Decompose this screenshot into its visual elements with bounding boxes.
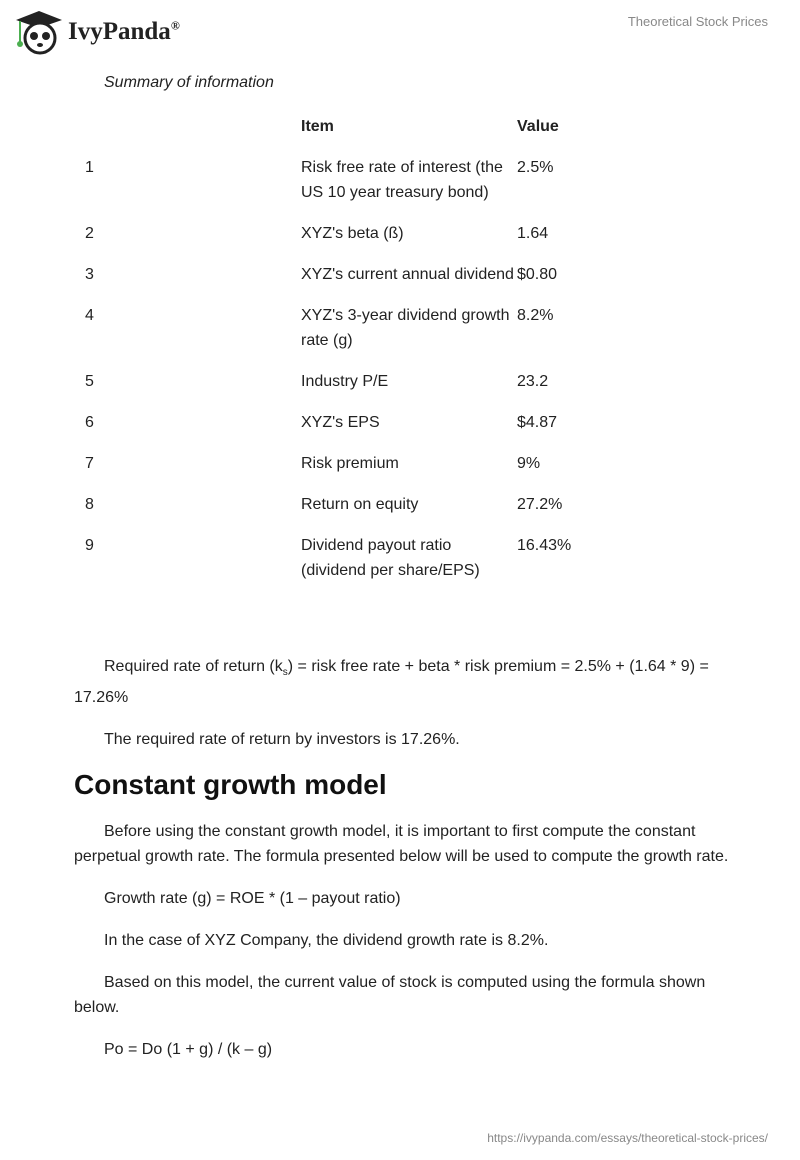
value-cell: $4.87 (517, 414, 558, 431)
table-row: 7 Risk premium 9% (74, 443, 717, 484)
row-number: 6 (85, 414, 94, 431)
table-row: 9 Dividend payout ratio (dividend per sha… (74, 525, 717, 591)
row-number: 5 (85, 373, 94, 390)
value-cell: 2.5% (517, 159, 554, 176)
item-cell: XYZ's 3-year dividend growth rate (g) (301, 307, 510, 349)
table-row: 1 Risk free rate of interest (the US 10 y… (74, 147, 717, 213)
summary-table: Item Value 1 Risk free rate of interest (… (74, 108, 717, 591)
table-header-row: Item Value (74, 108, 717, 147)
panda-logo-icon (16, 11, 62, 55)
article-body: Required rate of return (ks) = risk free… (74, 654, 734, 1079)
table-row: 6 XYZ's EPS $4.87 (74, 402, 717, 443)
table-row: 4 XYZ's 3-year dividend growth rate (g) 8.… (74, 295, 717, 361)
brand-name: IvyPanda (68, 18, 171, 45)
value-cell: 16.43% (517, 537, 572, 554)
section-heading: Constant growth model (74, 769, 387, 801)
header: IvyPanda® Theoretical Stock Prices (0, 0, 800, 60)
row-number: 1 (85, 159, 94, 176)
table-row: 5 Industry P/E 23.2 (74, 361, 717, 402)
value-cell: 1.64 (517, 225, 549, 242)
row-number: 9 (85, 537, 94, 554)
item-cell: XYZ's current annual dividend (301, 266, 514, 283)
value-cell: 27.2% (517, 496, 563, 513)
item-cell: Risk premium (301, 455, 399, 472)
column-header-item: Item (301, 118, 334, 135)
table-row: 8 Return on equity 27.2% (74, 484, 717, 525)
formula-stock-value: Po = Do (1 + g) / (k – g) (104, 1041, 273, 1059)
paragraph-required-rate: Required rate of return (ks) = risk free… (74, 658, 709, 707)
column-header-number (74, 108, 301, 147)
table-row: 3 XYZ's current annual dividend $0.80 (74, 254, 717, 295)
row-number: 8 (85, 496, 94, 513)
value-cell: 8.2% (517, 307, 554, 324)
formula-growth-rate: Growth rate (g) = ROE * (1 – payout rati… (104, 890, 401, 908)
logo[interactable]: IvyPanda® (14, 8, 180, 56)
item-cell: Dividend payout ratio (dividend per shar… (301, 537, 480, 579)
paragraph: In the case of XYZ Company, the dividend… (104, 932, 549, 950)
registered-mark: ® (170, 18, 180, 33)
paragraph: The required rate of return by investors… (104, 731, 460, 749)
row-number: 7 (85, 455, 94, 472)
paragraph: Before using the constant growth model, … (74, 823, 729, 866)
value-cell: 9% (517, 455, 541, 472)
item-cell: Industry P/E (301, 373, 389, 390)
item-cell: XYZ's beta (ß) (301, 225, 404, 242)
item-cell: XYZ's EPS (301, 414, 380, 431)
value-cell: 23.2 (517, 373, 549, 390)
table-row: 2 XYZ's beta (ß) 1.64 (74, 213, 717, 254)
table-caption: Summary of information (104, 74, 274, 91)
row-number: 3 (85, 266, 94, 283)
column-header-value: Value (517, 118, 559, 135)
value-cell: $0.80 (517, 266, 558, 283)
paragraph: Based on this model, the current value o… (74, 974, 706, 1017)
item-cell: Return on equity (301, 496, 419, 513)
item-cell: Risk free rate of interest (the US 10 ye… (301, 159, 503, 201)
document-title: Theoretical Stock Prices (627, 14, 768, 29)
footer-url[interactable]: https://ivypanda.com/essays/theoretical-… (487, 1131, 768, 1145)
row-number: 4 (85, 307, 94, 324)
row-number: 2 (85, 225, 94, 242)
